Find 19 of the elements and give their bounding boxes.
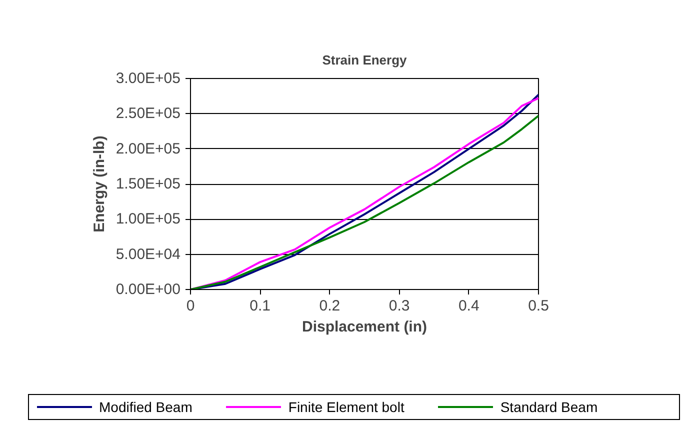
- x-tick-label: 0.5: [528, 298, 549, 314]
- x-tick-label: 0.4: [458, 298, 480, 314]
- x-tick-label: 0.1: [250, 298, 271, 314]
- y-axis-title: Energy (in-lb): [90, 136, 108, 232]
- chart-title: Strain Energy: [322, 52, 408, 68]
- legend-label: Modified Beam: [99, 398, 192, 417]
- legend-label: Standard Beam: [500, 398, 598, 417]
- y-tick-label: 2.00E+05: [116, 140, 181, 158]
- x-tick-label: 0: [186, 298, 195, 314]
- y-tick-label: 3.00E+05: [116, 70, 181, 87]
- y-tick-label: 5.00E+04: [116, 246, 181, 263]
- x-axis-title: Displacement (in): [302, 318, 428, 336]
- legend-label: Finite Element bolt: [288, 398, 404, 417]
- y-tick-label: 1.00E+05: [116, 210, 181, 228]
- y-tick-label: 0.00E+00: [116, 281, 181, 298]
- y-tick-label: 1.50E+05: [116, 176, 181, 192]
- y-tick-label: 2.50E+05: [116, 105, 181, 122]
- x-tick-label: 0.3: [388, 298, 410, 314]
- x-tick-label: 0.2: [319, 298, 340, 314]
